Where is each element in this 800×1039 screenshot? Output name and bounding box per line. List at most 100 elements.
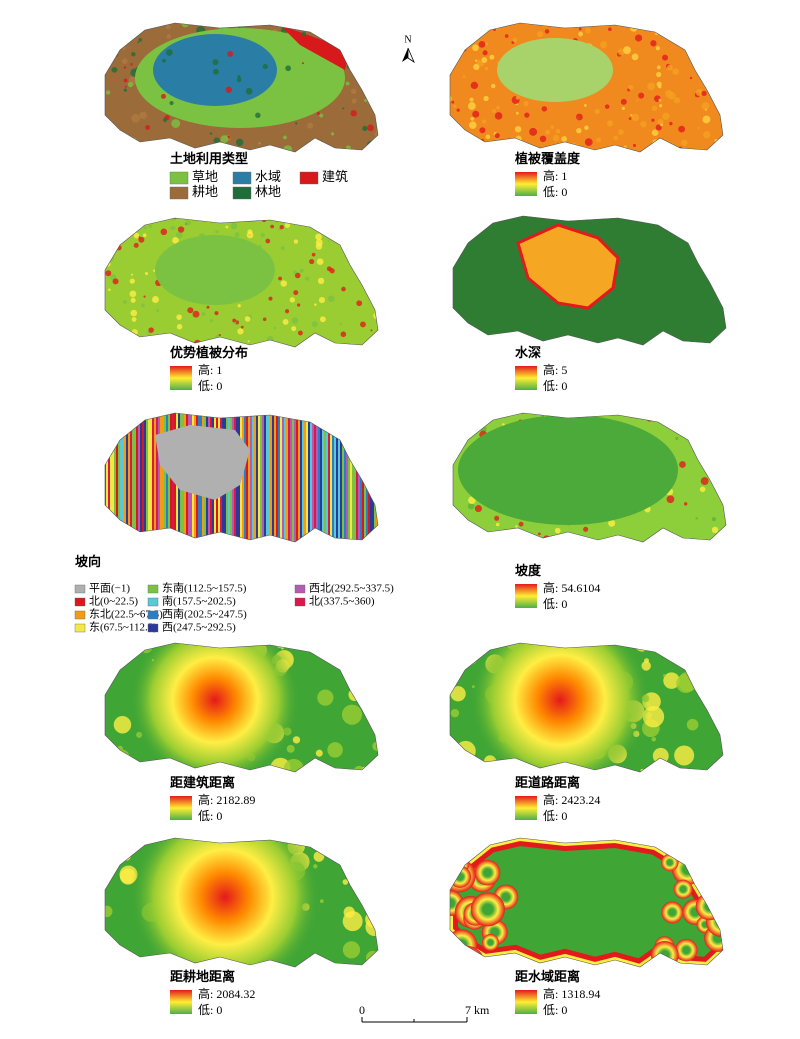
texture [338,646,357,665]
texture [118,135,126,143]
legend-label: 建筑 [322,169,348,184]
texture [316,219,320,223]
texture [235,138,244,147]
legend-swatch [74,597,86,607]
texture [244,413,246,542]
texture [504,34,509,38]
map-fill [105,23,378,152]
texture [315,344,320,347]
texture [314,303,317,306]
texture [99,270,103,274]
texture [356,300,363,307]
texture [142,233,147,238]
heat [470,643,650,772]
texture [119,23,127,26]
texture [286,744,295,753]
texture [146,413,148,542]
texture [262,413,264,542]
texture [279,224,284,230]
panel-title: 距道路距离 [515,775,580,790]
texture [143,295,146,298]
texture [450,46,455,51]
texture [674,745,695,766]
texture [265,238,271,244]
texture [268,413,270,542]
texture [355,236,361,242]
texture [227,50,234,57]
texture [113,716,132,734]
texture [134,23,141,25]
map-fill [100,410,378,550]
panel-title: 土地利用类型 [170,151,248,166]
texture [116,413,118,542]
texture [341,704,363,725]
texture [107,658,111,662]
texture [353,847,363,857]
texture [450,95,452,103]
texture [703,131,711,139]
texture [264,413,266,542]
texture [368,413,370,542]
texture [120,413,122,542]
texture [555,128,561,134]
texture [105,270,112,277]
texture [462,75,466,78]
texture [670,535,675,539]
texture [278,228,282,231]
texture [675,436,679,441]
texture [515,525,518,528]
texture [374,78,378,83]
legend-label: 西(247.5~292.5) [162,622,236,634]
texture [236,77,242,83]
legend-high: 高: 54.6104 [543,580,600,595]
texture [367,88,370,91]
legend-label: 东(67.5~112.5) [89,621,157,634]
texture [697,126,700,130]
texture [317,277,325,285]
texture [294,272,301,279]
texture [352,413,354,542]
texture [254,413,256,542]
gradient-legend [170,990,192,1014]
texture [346,838,366,854]
ring [671,853,704,886]
texture [256,413,258,542]
texture [692,447,699,454]
lake [516,223,620,310]
texture [472,110,480,118]
texture [291,326,297,332]
map-fill [450,23,723,152]
texture [225,225,229,229]
texture [470,116,475,121]
texture [340,413,342,542]
texture [627,538,632,542]
map [104,642,379,773]
texture [280,413,282,542]
texture [351,88,357,94]
texture [365,950,378,965]
texture [366,413,368,542]
lake [497,38,613,102]
texture [317,222,320,225]
texture [370,329,373,332]
texture [304,276,310,281]
texture [310,413,312,542]
texture [290,413,292,542]
texture [718,81,721,84]
texture [481,57,488,64]
boundary [449,642,724,773]
legend-label: 草地 [192,169,218,184]
texture [701,148,704,151]
boundary [449,22,724,153]
texture [657,118,664,125]
texture [676,673,696,693]
boundary [104,217,379,348]
texture [100,410,102,550]
texture [318,297,326,304]
legend-high: 高: 1318.94 [543,986,600,1001]
texture [286,413,288,542]
texture [187,307,194,314]
legend-high: 高: 1 [198,362,222,377]
texture [100,875,105,880]
texture [342,413,344,542]
